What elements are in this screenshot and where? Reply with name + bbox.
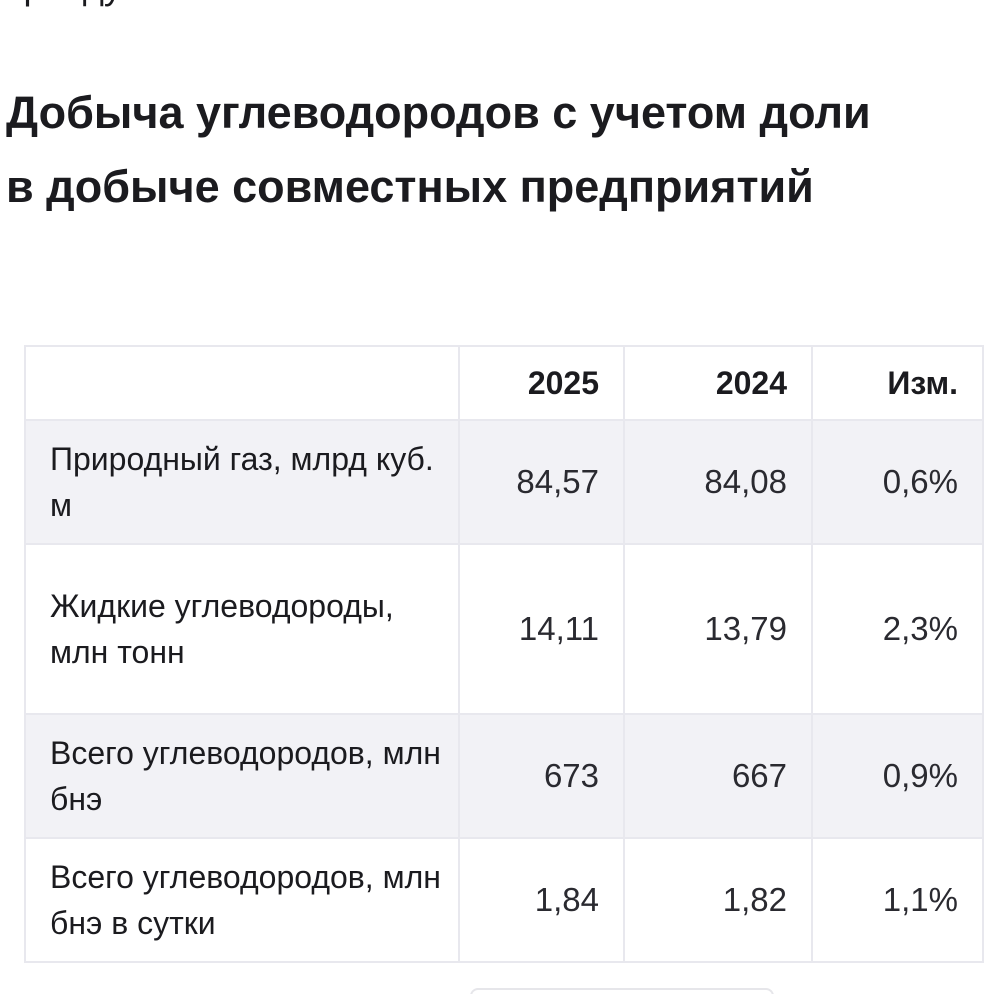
value-2025: 1,84 <box>458 837 625 963</box>
production-table-container: 2025 2024 Изм. Природный газ, млрд куб. … <box>24 345 984 963</box>
table-row: Всего углеводородов, млн бнэ 673 667 0,9… <box>24 713 984 839</box>
value-change: 0,6% <box>811 419 984 545</box>
value-change: 2,3% <box>811 543 984 715</box>
header-change: Изм. <box>811 345 984 421</box>
value-2025: 673 <box>458 713 625 839</box>
row-label: Жидкие углеводороды, млн тонн <box>24 543 460 715</box>
section-title: Добыча углеводородов с учетом доли в доб… <box>6 87 871 212</box>
header-2025: 2025 <box>458 345 625 421</box>
table-row: Всего углеводородов, млн бнэ в сутки 1,8… <box>24 837 984 963</box>
header-2024: 2024 <box>623 345 813 421</box>
header-empty <box>24 345 460 421</box>
previous-paragraph-fragment: приоду <box>4 0 122 8</box>
value-2024: 1,82 <box>623 837 813 963</box>
row-label: Всего углеводородов, млн бнэ <box>24 713 460 839</box>
value-2024: 84,08 <box>623 419 813 545</box>
value-2025: 14,11 <box>458 543 625 715</box>
production-table: 2025 2024 Изм. Природный газ, млрд куб. … <box>24 345 984 963</box>
table-row: Природный газ, млрд куб. м 84,57 84,08 0… <box>24 419 984 545</box>
row-label: Всего углеводородов, млн бнэ в сутки <box>24 837 460 963</box>
value-change: 0,9% <box>811 713 984 839</box>
row-label: Природный газ, млрд куб. м <box>24 419 460 545</box>
table-header-row: 2025 2024 Изм. <box>24 345 984 421</box>
value-2025: 84,57 <box>458 419 625 545</box>
value-change: 1,1% <box>811 837 984 963</box>
bottom-element-edge <box>470 988 774 994</box>
value-2024: 13,79 <box>623 543 813 715</box>
value-2024: 667 <box>623 713 813 839</box>
table-row: Жидкие углеводороды, млн тонн 14,11 13,7… <box>24 543 984 715</box>
